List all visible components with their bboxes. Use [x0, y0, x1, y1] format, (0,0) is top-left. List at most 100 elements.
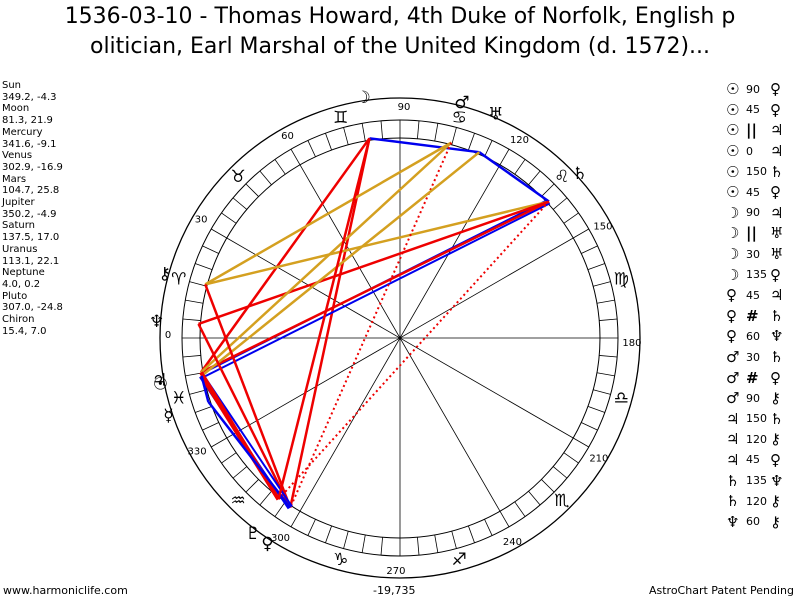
degree-tick	[541, 183, 555, 197]
degree-tick	[581, 422, 598, 431]
zodiac-sign-icon: ♌	[554, 167, 569, 187]
aspect-row: ♄ 120 ⚷	[726, 491, 800, 512]
degree-tick	[290, 149, 301, 165]
aspect-type: 120	[746, 432, 767, 446]
aspect-row: ☉ 90 ♀	[726, 79, 800, 100]
aspect-planet-2-icon: ♄	[770, 162, 784, 181]
degree-tick	[484, 519, 493, 536]
mars-icon: ♂	[454, 93, 469, 113]
aspect-planet-1-icon: ♀	[726, 286, 737, 305]
degree-tick	[211, 228, 227, 239]
degree-tick	[202, 245, 219, 254]
zodiac-sign-icon: ♐	[452, 550, 467, 570]
degree-tick	[514, 159, 526, 175]
aspect-type: 120	[746, 494, 767, 508]
house-line	[226, 237, 574, 439]
degree-tick	[581, 245, 598, 254]
neptune-icon: ♆	[149, 312, 164, 332]
aspect-planet-1-icon: ☉	[726, 100, 740, 119]
aspect-line	[200, 375, 210, 403]
degree-tick	[245, 183, 259, 197]
degree-label: 90	[398, 102, 411, 113]
aspect-row: ☉ 45 ♀	[726, 182, 800, 203]
degree-tick	[552, 197, 568, 210]
degree-tick	[182, 355, 201, 358]
aspect-row: ☉ 0 ♃	[726, 141, 800, 162]
position-name: Neptune	[2, 267, 45, 279]
degree-tick	[593, 389, 611, 395]
aspect-type: 45	[746, 288, 760, 302]
degree-tick	[587, 263, 605, 270]
aspect-line	[197, 323, 292, 509]
degree-tick	[361, 534, 366, 553]
aspect-planet-2-icon: ♀	[770, 80, 781, 99]
aspect-row: ♂ # ♀	[726, 367, 800, 388]
footer-patent: AstroChart Patent Pending	[648, 584, 794, 597]
aspect-row: ♃ 120 ⚷	[726, 429, 800, 450]
degree-tick	[325, 525, 332, 543]
degree-tick	[195, 263, 213, 270]
sun-icon: ☉	[153, 375, 168, 395]
degree-tick	[182, 318, 201, 321]
degree-tick	[451, 127, 457, 145]
position-value: 349.2, -4.3	[2, 91, 57, 103]
position-name: Moon	[2, 103, 30, 115]
aspect-row: ☉ || ♃	[726, 120, 800, 141]
position-value: 15.4, 7.0	[2, 325, 47, 337]
position-name: Sun	[2, 80, 22, 91]
zodiac-sign-icon: ♊	[333, 108, 348, 128]
degree-tick	[596, 299, 615, 304]
degree-tick	[417, 537, 420, 556]
aspect-line	[369, 137, 480, 154]
degree-label: 180	[622, 338, 641, 349]
aspect-row: ♂ 90 ⚷	[726, 388, 800, 409]
aspect-planet-1-icon: ☉	[726, 142, 740, 161]
aspect-type: 60	[746, 329, 760, 343]
degree-tick	[593, 281, 611, 287]
aspect-type: 90	[746, 82, 760, 96]
aspect-line	[199, 137, 371, 374]
aspect-row: ♃ 150 ♄	[726, 409, 800, 430]
aspect-planet-1-icon: ♂	[726, 368, 740, 387]
aspect-type: ||	[746, 121, 757, 140]
chart-title-line-1: 1536-03-10 - Thomas Howard, 4th Duke of …	[64, 4, 736, 29]
mercury-icon: ☿	[163, 406, 173, 426]
aspect-planet-2-icon: ♄	[770, 409, 784, 428]
degree-label: 150	[593, 222, 612, 233]
aspect-row: ☽ || ♅	[726, 223, 800, 244]
footer-code: -19,735	[373, 584, 416, 597]
degree-tick	[221, 212, 237, 224]
outer-circle	[159, 97, 641, 579]
aspect-planet-1-icon: ♃	[726, 409, 740, 428]
aspect-planet-2-icon: ♄	[770, 306, 784, 325]
aspect-line	[199, 371, 281, 501]
aspect-planet-2-icon: ♆	[770, 471, 784, 490]
degree-tick	[599, 355, 618, 358]
aspect-type: 30	[746, 247, 760, 261]
saturn-icon: ♄	[572, 164, 587, 184]
position-value: 4.0, 0.2	[2, 278, 41, 290]
degree-tick	[380, 537, 383, 556]
degree-tick	[417, 120, 420, 139]
pluto-icon: ♇	[246, 524, 261, 544]
degree-label: 300	[271, 533, 290, 544]
aspect-row: ♀ 45 ♃	[726, 285, 800, 306]
aspect-planet-2-icon: ⚷	[770, 492, 781, 511]
aspect-row: ♃ 45 ♀	[726, 450, 800, 471]
aspect-line	[204, 283, 292, 509]
aspect-type: #	[746, 368, 759, 387]
aspect-planet-2-icon: ♀	[770, 368, 781, 387]
degree-tick	[195, 406, 213, 413]
aspect-type: ||	[746, 224, 757, 243]
degree-label: 240	[503, 537, 522, 548]
aspect-planet-1-icon: ♂	[726, 348, 740, 367]
aspect-planet-2-icon: ♃	[770, 203, 784, 222]
aspect-type: 0	[746, 144, 753, 158]
footer-website: www.harmoniclife.com	[3, 584, 128, 597]
degree-label: 30	[195, 215, 208, 226]
aspect-planet-1-icon: ☽	[726, 245, 740, 264]
aspect-planet-2-icon: ♀	[770, 183, 781, 202]
aspect-planet-1-icon: ☉	[726, 183, 740, 202]
aspect-type: 45	[746, 185, 760, 199]
degree-tick	[514, 501, 526, 517]
